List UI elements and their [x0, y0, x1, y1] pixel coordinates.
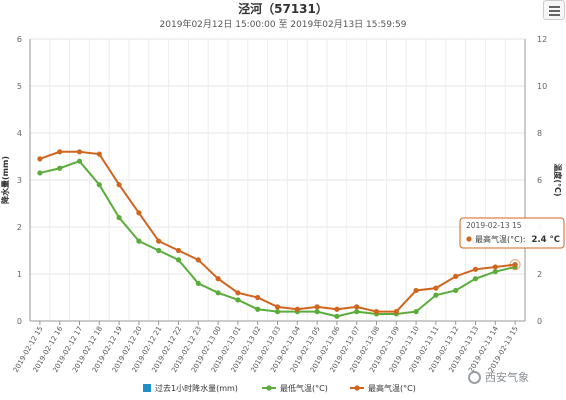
- series-marks: [37, 149, 518, 319]
- chart-title: 泾河（57131）: [238, 1, 328, 16]
- data-point[interactable]: [472, 276, 479, 282]
- data-point[interactable]: [413, 309, 419, 315]
- hamburger-menu-icon[interactable]: [543, 0, 565, 20]
- tooltip-header: 2019-02-13 15: [466, 221, 522, 230]
- data-point[interactable]: [116, 215, 122, 221]
- chart-subtitle: 2019年02月12日 15:00:00 至 2019年02月13日 15:59…: [160, 18, 407, 30]
- legend-swatch-precip[interactable]: [143, 384, 151, 392]
- grid-lines: [29, 38, 526, 322]
- data-point[interactable]: [37, 156, 43, 162]
- legend-swatch-marker[interactable]: [354, 385, 360, 391]
- data-point[interactable]: [96, 182, 102, 188]
- y-left-tick-label: 5: [17, 82, 22, 91]
- data-point[interactable]: [156, 247, 162, 254]
- data-point[interactable]: [195, 280, 201, 286]
- legend-label[interactable]: 最低气温(°C): [280, 383, 328, 393]
- watermark: 西安气象: [468, 369, 529, 385]
- tooltip-highlight-ring: [509, 259, 521, 271]
- y-left-tick-label: 3: [17, 176, 22, 185]
- data-point[interactable]: [76, 158, 83, 164]
- data-point[interactable]: [57, 165, 63, 171]
- data-point[interactable]: [215, 290, 221, 296]
- data-point[interactable]: [334, 313, 340, 319]
- tooltip-marker: [466, 236, 472, 242]
- legend-label[interactable]: 最高气温(°C): [368, 383, 416, 393]
- data-point[interactable]: [235, 290, 241, 296]
- data-point[interactable]: [314, 304, 320, 310]
- y-right-tick-label: 2: [537, 270, 542, 279]
- data-point[interactable]: [235, 297, 241, 303]
- legend-label[interactable]: 过去1小时降水量(mm): [155, 383, 238, 393]
- data-point[interactable]: [76, 149, 83, 155]
- data-point[interactable]: [116, 182, 122, 188]
- data-point[interactable]: [274, 309, 281, 315]
- y-axis-right-label: 温度(°C): [553, 163, 563, 196]
- legend-swatch-marker[interactable]: [266, 385, 272, 391]
- tooltip: 2019-02-13 15 最高气温(°C): 2.4 °C: [459, 217, 565, 271]
- data-point[interactable]: [274, 304, 281, 310]
- data-point[interactable]: [373, 309, 380, 315]
- data-point[interactable]: [413, 287, 419, 294]
- y-left-tick-label: 0: [17, 317, 22, 326]
- data-point[interactable]: [393, 309, 399, 315]
- data-point[interactable]: [195, 257, 201, 263]
- data-point[interactable]: [354, 304, 360, 310]
- data-point[interactable]: [255, 294, 261, 301]
- data-point[interactable]: [453, 287, 459, 294]
- data-point[interactable]: [334, 306, 340, 312]
- data-point[interactable]: [156, 238, 162, 244]
- data-point[interactable]: [175, 257, 182, 263]
- data-point[interactable]: [492, 269, 498, 275]
- data-point[interactable]: [294, 306, 300, 312]
- data-point[interactable]: [512, 262, 518, 268]
- y-left-tick-label: 2: [17, 223, 22, 232]
- series-line: [39, 150, 516, 313]
- y-left-tick-label: 6: [17, 35, 22, 44]
- data-point[interactable]: [136, 238, 142, 244]
- data-point[interactable]: [96, 151, 102, 157]
- data-point[interactable]: [175, 247, 182, 254]
- data-point[interactable]: [314, 309, 320, 315]
- watermark-text: 西安气象: [485, 371, 529, 384]
- y-right-tick-label: 0: [537, 317, 542, 326]
- data-point[interactable]: [433, 292, 439, 298]
- tooltip-value: 2.4 °C: [531, 235, 560, 245]
- y-right-tick-label: 8: [537, 129, 542, 138]
- y-right-tick-label: 12: [537, 35, 547, 44]
- tooltip-box: [459, 217, 565, 249]
- y-right-tick-label: 10: [537, 82, 547, 91]
- data-point[interactable]: [492, 264, 498, 270]
- data-point[interactable]: [215, 276, 221, 282]
- tooltip-series-label: 最高气温(°C):: [475, 234, 526, 244]
- data-point[interactable]: [472, 266, 479, 272]
- data-point[interactable]: [57, 149, 63, 155]
- data-point[interactable]: [433, 285, 439, 291]
- y-left-tick-label: 1: [17, 270, 22, 279]
- y-right-tick-label: 6: [537, 176, 542, 185]
- data-point[interactable]: [354, 309, 360, 315]
- data-point[interactable]: [136, 210, 142, 216]
- series-line: [39, 160, 516, 318]
- y-left-tick-label: 4: [17, 129, 22, 138]
- data-point[interactable]: [453, 273, 459, 279]
- data-point[interactable]: [37, 170, 43, 176]
- data-point[interactable]: [255, 306, 261, 312]
- wechat-logo-icon: [468, 370, 481, 384]
- y-axis-left-label: 降水量(mm): [0, 156, 10, 204]
- legend[interactable]: 过去1小时降水量(mm) 最低气温(°C) 最高气温(°C): [143, 383, 416, 393]
